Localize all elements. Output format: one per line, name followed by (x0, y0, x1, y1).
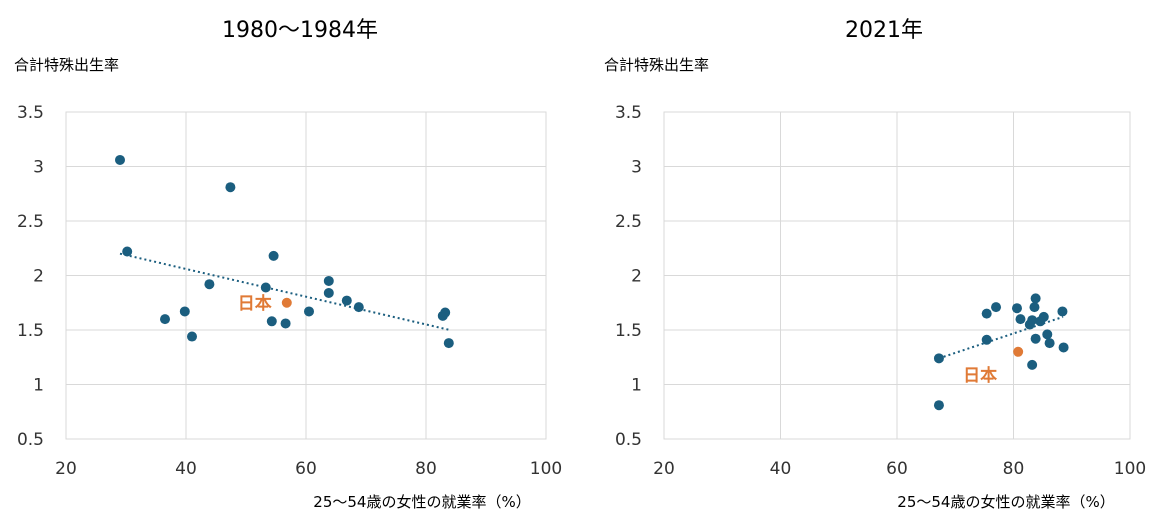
data-point (440, 307, 451, 318)
data-point (341, 295, 352, 306)
data-point (1029, 302, 1040, 313)
y-tick-label: 3 (631, 158, 642, 178)
data-point (1044, 338, 1055, 349)
x-tick-label: 40 (770, 459, 792, 479)
data-point (981, 334, 992, 345)
japan-label: 日本 (963, 365, 997, 386)
data-point (280, 318, 291, 329)
chart-panel-1: 0.5 1 1.5 2 2.5 3 3.5 20 40 60 80 100 1980～1984年合計特殊… (14, 18, 562, 511)
y-tick-label: 3.5 (615, 103, 642, 123)
data-point (1030, 293, 1041, 304)
y-tick-label: 2 (33, 267, 44, 287)
data-point (443, 338, 454, 349)
data-point (268, 250, 279, 261)
data-point (323, 275, 334, 286)
data-point (981, 308, 992, 319)
chart-title: 2021年 (845, 18, 923, 43)
data-point (1027, 359, 1038, 370)
data-point (1042, 329, 1053, 340)
data-point (187, 331, 197, 342)
y-tick-label: 2.5 (17, 212, 44, 232)
data-point (260, 282, 271, 293)
data-point (179, 306, 190, 317)
x-axis-label: 25～54歳の女性の就業率（%） (897, 493, 1114, 511)
japan-point (281, 297, 292, 308)
y-tick-label: 2.5 (615, 212, 642, 232)
y-tick-label: 1.5 (615, 321, 642, 341)
y-axis-label: 合計特殊出生率 (14, 56, 119, 74)
x-tick-label: 60 (886, 459, 908, 479)
data-point (160, 314, 170, 325)
y-tick-label: 0.5 (615, 430, 642, 450)
y-tick-label: 3 (33, 158, 44, 178)
data-point (1015, 314, 1026, 325)
japan-label: 日本 (238, 293, 272, 314)
data-point (1058, 342, 1069, 353)
x-axis-label: 25～54歳の女性の就業率（%） (313, 493, 530, 511)
trendline (119, 252, 451, 331)
trendline (938, 315, 1064, 360)
data-point (122, 246, 133, 257)
y-tick-label: 1 (33, 376, 44, 396)
x-tick-label: 80 (1003, 459, 1025, 479)
y-tick-label: 1.5 (17, 321, 44, 341)
data-point (1030, 333, 1041, 344)
data-point (266, 316, 277, 327)
data-point (933, 400, 944, 411)
y-axis-label: 合計特殊出生率 (604, 56, 709, 74)
x-tick-label: 100 (1114, 459, 1146, 479)
y-tick-label: 2 (631, 267, 642, 287)
x-tick-label: 20 (653, 459, 675, 479)
data-point (115, 154, 125, 165)
data-point (991, 302, 1002, 313)
y-tick-label: 1 (631, 376, 642, 396)
data-point (1027, 315, 1038, 326)
data-point (225, 182, 236, 193)
x-tick-label: 40 (175, 459, 197, 479)
x-tick-label: 20 (55, 459, 77, 479)
japan-point (1013, 346, 1024, 357)
x-tick-label: 100 (530, 459, 562, 479)
data-point (1011, 303, 1022, 314)
data-point (204, 279, 215, 290)
data-point (1057, 306, 1068, 317)
data-point (304, 306, 314, 317)
x-tick-label: 60 (295, 459, 317, 479)
y-tick-label: 3.5 (17, 103, 44, 123)
chart-title: 1980～1984年 (222, 18, 378, 43)
data-point (353, 302, 364, 313)
data-point (323, 287, 334, 298)
x-tick-label: 80 (415, 459, 437, 479)
y-tick-label: 0.5 (17, 430, 44, 450)
data-point (933, 353, 944, 364)
data-point (1038, 311, 1049, 322)
